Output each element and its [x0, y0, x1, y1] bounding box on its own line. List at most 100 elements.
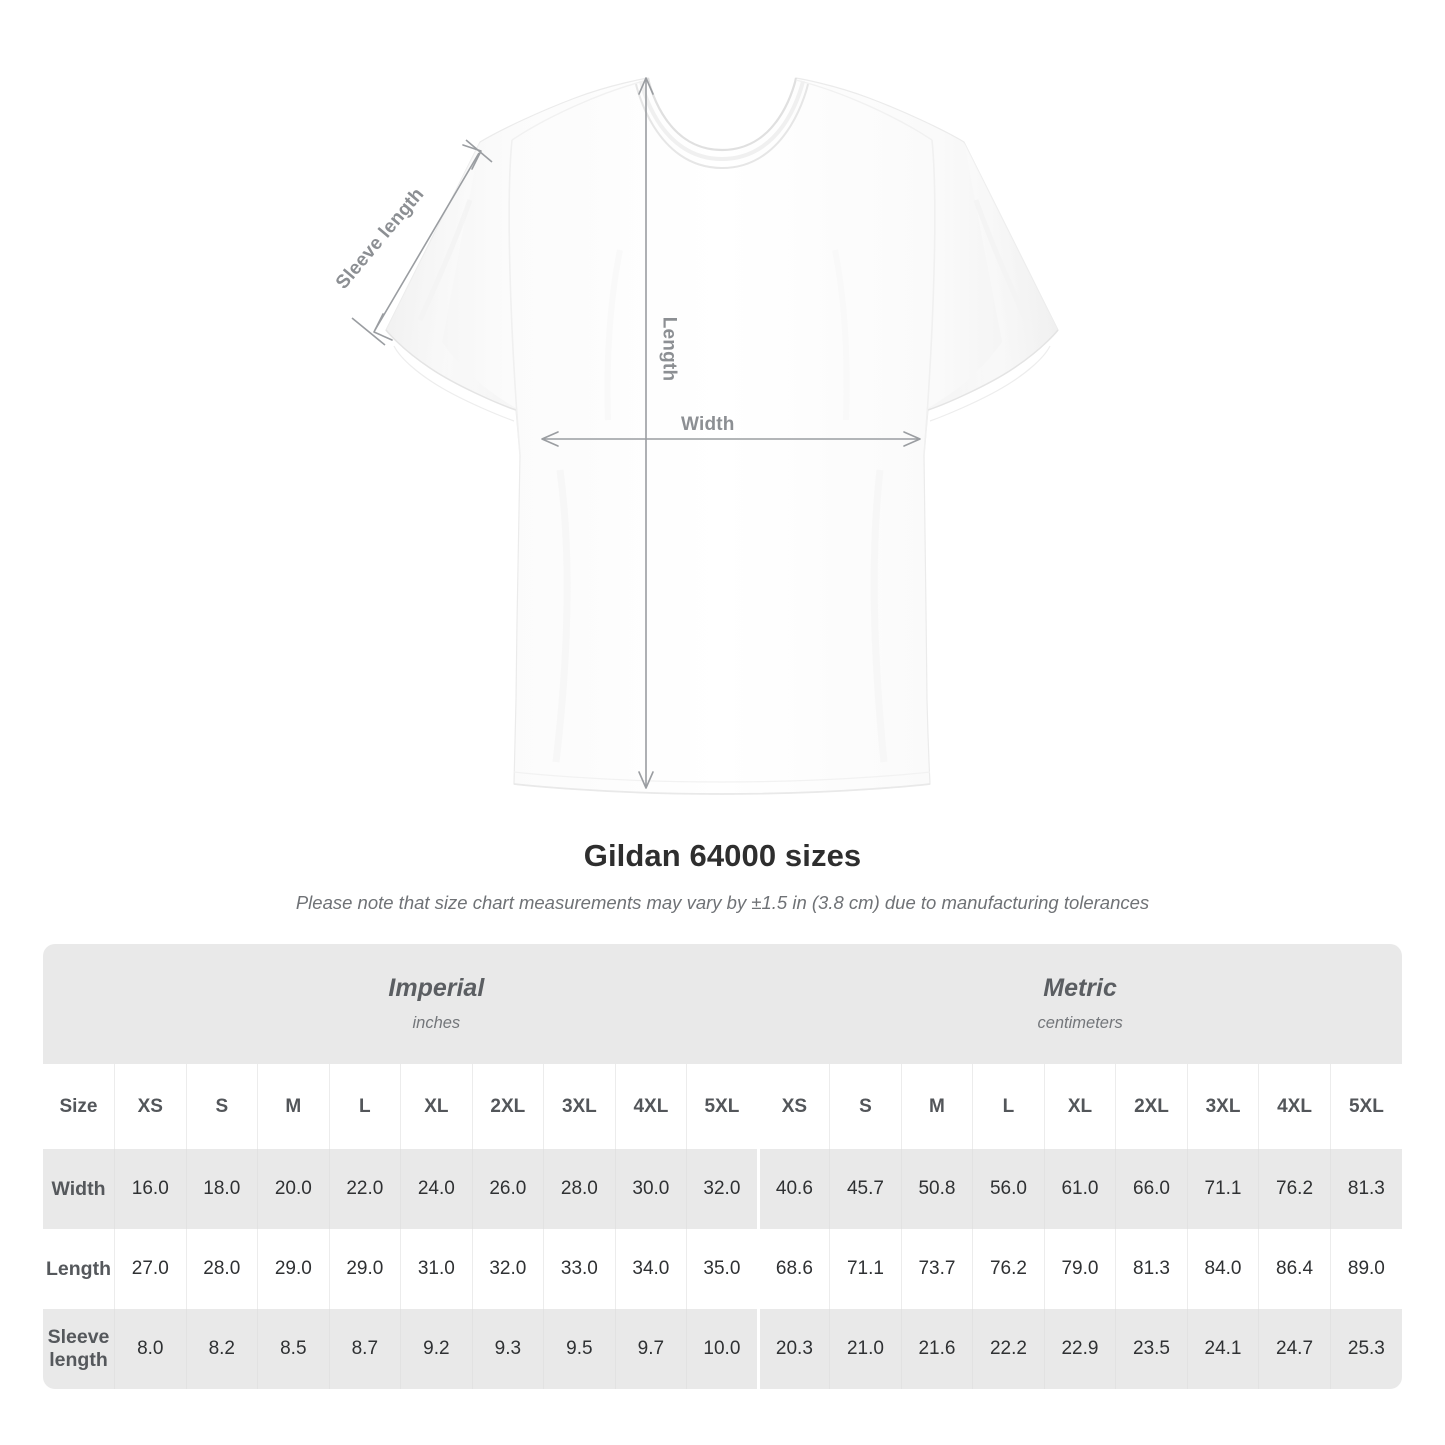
header-size-5xl-metric: 5XL	[1329, 1064, 1402, 1149]
header-size-s-metric: S	[829, 1064, 902, 1149]
cell-width-m-in: 20.0	[257, 1149, 330, 1229]
table-header-row: Size XS S M L XL 2XL 3XL 4XL 5XL XS S M …	[43, 1064, 1402, 1149]
cell-sleeve-m-cm: 21.6	[900, 1309, 973, 1389]
header-size-4xl-imperial: 4XL	[614, 1064, 687, 1149]
header-size-3xl-imperial: 3XL	[543, 1064, 616, 1149]
table-row: Sleeve length 8.0 8.2 8.5 8.7 9.2 9.3 9.…	[43, 1309, 1402, 1389]
header-size-4xl-metric: 4XL	[1258, 1064, 1331, 1149]
cell-width-m-cm: 50.8	[900, 1149, 973, 1229]
unit-system-metric-name: Metric	[1043, 973, 1117, 1002]
cell-length-4xl-in: 34.0	[614, 1229, 687, 1309]
cell-width-5xl-in: 32.0	[686, 1149, 759, 1229]
header-size-m-imperial: M	[257, 1064, 330, 1149]
cell-width-4xl-cm: 76.2	[1258, 1149, 1331, 1229]
cell-sleeve-xs-in: 8.0	[114, 1309, 187, 1389]
header-size-3xl-metric: 3XL	[1186, 1064, 1259, 1149]
cell-sleeve-3xl-in: 9.5	[543, 1309, 616, 1389]
row-label-width: Width	[43, 1149, 115, 1229]
cell-sleeve-2xl-cm: 23.5	[1115, 1309, 1188, 1389]
header-size-2xl-metric: 2XL	[1115, 1064, 1188, 1149]
cell-sleeve-5xl-in: 10.0	[686, 1309, 759, 1389]
cell-sleeve-m-in: 8.5	[257, 1309, 330, 1389]
cell-length-3xl-cm: 84.0	[1186, 1229, 1259, 1309]
cell-length-m-cm: 73.7	[900, 1229, 973, 1309]
row-label-sleeve-length: Sleeve length	[43, 1309, 115, 1389]
unit-system-metric-unit: centimeters	[1037, 1014, 1123, 1033]
row-label-length: Length	[43, 1229, 115, 1309]
header-size-5xl-imperial: 5XL	[686, 1064, 759, 1149]
unit-system-imperial-name: Imperial	[388, 973, 485, 1002]
cell-width-xl-in: 24.0	[400, 1149, 473, 1229]
size-chart-table: Imperial inches Metric centimeters Size …	[43, 944, 1402, 1389]
cell-width-3xl-in: 28.0	[543, 1149, 616, 1229]
cell-width-xs-in: 16.0	[114, 1149, 187, 1229]
cell-length-s-in: 28.0	[185, 1229, 258, 1309]
cell-width-s-in: 18.0	[185, 1149, 258, 1229]
unit-band-spacer	[43, 944, 115, 1064]
header-size-m-metric: M	[900, 1064, 973, 1149]
cell-length-m-in: 29.0	[257, 1229, 330, 1309]
cell-length-2xl-in: 32.0	[471, 1229, 544, 1309]
unit-system-imperial-unit: inches	[412, 1014, 461, 1033]
cell-length-5xl-cm: 89.0	[1329, 1229, 1402, 1309]
cell-width-3xl-cm: 71.1	[1186, 1149, 1259, 1229]
cell-sleeve-l-cm: 22.2	[972, 1309, 1045, 1389]
cell-sleeve-2xl-in: 9.3	[471, 1309, 544, 1389]
header-size: Size	[43, 1064, 115, 1149]
cell-sleeve-xl-in: 9.2	[400, 1309, 473, 1389]
cell-width-xl-cm: 61.0	[1043, 1149, 1116, 1229]
tshirt-illustration	[351, 77, 1059, 795]
cell-sleeve-xs-cm: 20.3	[756, 1309, 830, 1389]
table-row: Length 27.0 28.0 29.0 29.0 31.0 32.0 33.…	[43, 1229, 1402, 1309]
header-size-2xl-imperial: 2XL	[471, 1064, 544, 1149]
unit-system-metric: Metric centimeters	[758, 944, 1402, 1064]
cell-length-xs-in: 27.0	[114, 1229, 187, 1309]
cell-length-4xl-cm: 86.4	[1258, 1229, 1331, 1309]
page-title: Gildan 64000 sizes	[583, 838, 862, 873]
cell-length-l-in: 29.0	[328, 1229, 401, 1309]
cell-sleeve-3xl-cm: 24.1	[1186, 1309, 1259, 1389]
unit-system-band: Imperial inches Metric centimeters	[43, 944, 1402, 1064]
header-size-s-imperial: S	[185, 1064, 258, 1149]
length-label: Length	[658, 316, 680, 382]
cell-sleeve-l-in: 8.7	[328, 1309, 401, 1389]
cell-width-4xl-in: 30.0	[614, 1149, 687, 1229]
cell-length-l-cm: 76.2	[972, 1229, 1045, 1309]
cell-length-xl-cm: 79.0	[1043, 1229, 1116, 1309]
title-block: Gildan 64000 sizes Please note that size…	[0, 838, 1445, 914]
tshirt-diagram: Sleeve length Length Width	[332, 77, 1059, 795]
cell-width-xs-cm: 40.6	[756, 1149, 830, 1229]
header-size-xl-metric: XL	[1043, 1064, 1116, 1149]
cell-width-2xl-in: 26.0	[471, 1149, 544, 1229]
cell-length-5xl-in: 35.0	[686, 1229, 759, 1309]
table-row: Width 16.0 18.0 20.0 22.0 24.0 26.0 28.0…	[43, 1149, 1402, 1229]
cell-length-3xl-in: 33.0	[543, 1229, 616, 1309]
header-size-xl-imperial: XL	[400, 1064, 473, 1149]
width-dimension-arrow	[541, 431, 921, 447]
cell-sleeve-s-cm: 21.0	[829, 1309, 902, 1389]
cell-length-xs-cm: 68.6	[756, 1229, 830, 1309]
cell-sleeve-xl-cm: 22.9	[1043, 1309, 1116, 1389]
cell-length-2xl-cm: 81.3	[1115, 1229, 1188, 1309]
header-size-l-imperial: L	[328, 1064, 401, 1149]
cell-length-xl-in: 31.0	[400, 1229, 473, 1309]
cell-width-s-cm: 45.7	[829, 1149, 902, 1229]
sleeve-length-dimension-arrow	[351, 139, 493, 346]
width-label: Width	[681, 414, 735, 435]
header-size-xs-metric: XS	[756, 1064, 830, 1149]
cell-length-s-cm: 71.1	[829, 1229, 902, 1309]
length-dimension-arrow	[638, 77, 654, 789]
cell-width-2xl-cm: 66.0	[1115, 1149, 1188, 1229]
unit-system-imperial: Imperial inches	[114, 944, 759, 1064]
tolerance-note: Please note that size chart measurements…	[295, 892, 1150, 913]
measurement-lines	[351, 77, 921, 789]
header-size-xs-imperial: XS	[114, 1064, 187, 1149]
size-chart-table-container: Imperial inches Metric centimeters Size …	[43, 944, 1402, 1389]
cell-width-l-in: 22.0	[328, 1149, 401, 1229]
cell-sleeve-4xl-in: 9.7	[614, 1309, 687, 1389]
cell-sleeve-s-in: 8.2	[185, 1309, 258, 1389]
cell-width-5xl-cm: 81.3	[1329, 1149, 1402, 1229]
header-size-l-metric: L	[972, 1064, 1045, 1149]
cell-sleeve-5xl-cm: 25.3	[1329, 1309, 1402, 1389]
cell-width-l-cm: 56.0	[972, 1149, 1045, 1229]
